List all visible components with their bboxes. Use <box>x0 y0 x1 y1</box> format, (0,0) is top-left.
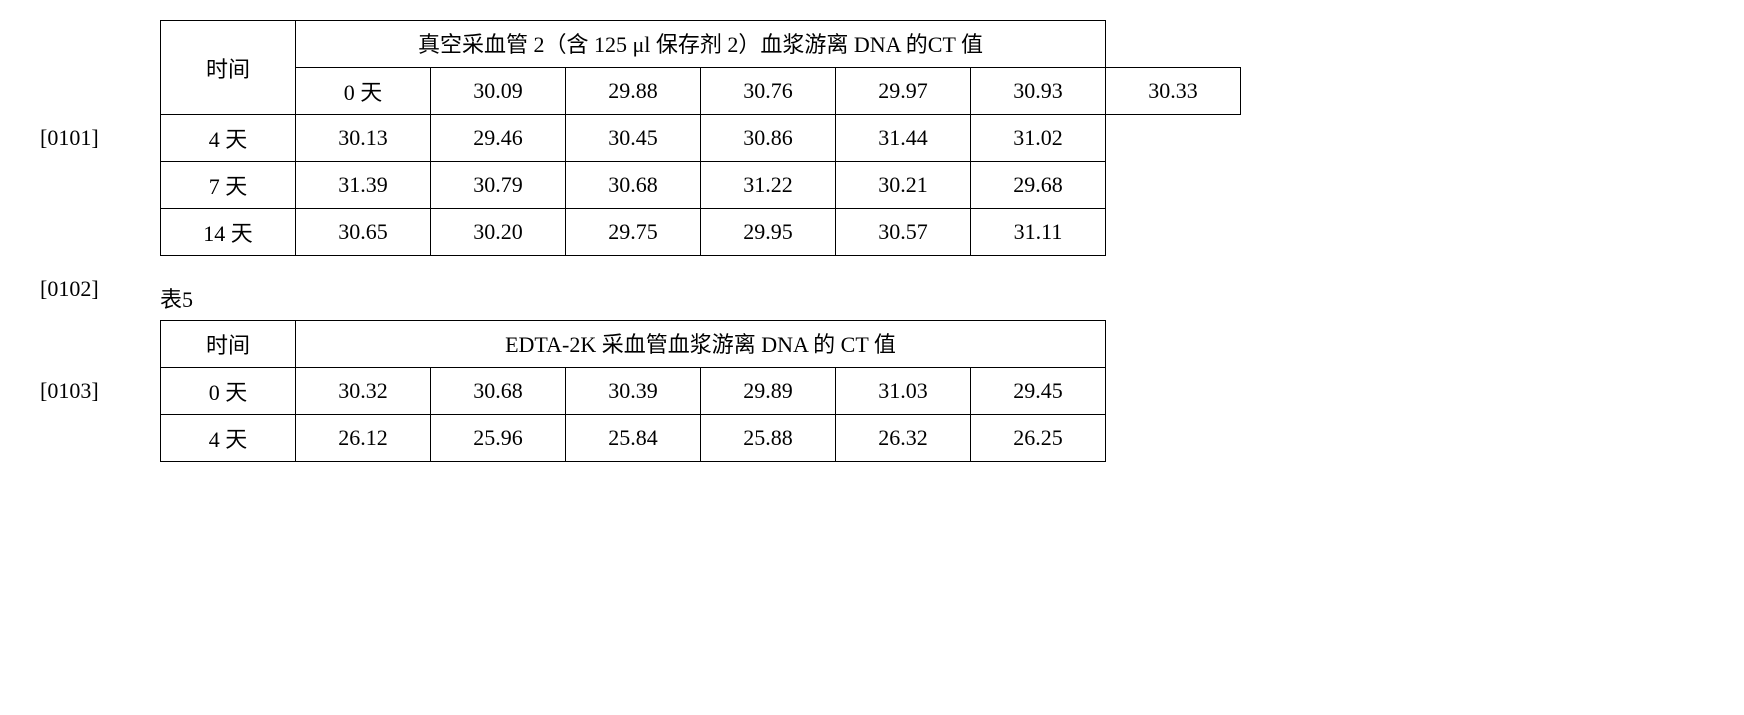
data-cell: 30.93 <box>971 68 1106 115</box>
table-1: 时间 真空采血管 2（含 125 μl 保存剂 2）血浆游离 DNA 的CT 值… <box>160 20 1241 256</box>
header-span-cell: 真空采血管 2（含 125 μl 保存剂 2）血浆游离 DNA 的CT 值 <box>296 21 1106 68</box>
data-cell: 30.86 <box>701 115 836 162</box>
paragraph-number-0101: [0101] <box>40 125 160 151</box>
time-cell: 4 天 <box>161 415 296 462</box>
data-cell: 30.68 <box>431 368 566 415</box>
data-cell: 30.79 <box>431 162 566 209</box>
data-cell: 30.32 <box>296 368 431 415</box>
paragraph-number-0102: [0102] <box>40 272 160 302</box>
table-row: 7 天 31.39 30.79 30.68 31.22 30.21 29.68 <box>161 162 1241 209</box>
time-cell: 4 天 <box>161 115 296 162</box>
data-cell: 30.20 <box>431 209 566 256</box>
data-cell: 29.88 <box>566 68 701 115</box>
table-2: 时间 EDTA-2K 采血管血浆游离 DNA 的 CT 值 0 天 30.32 … <box>160 320 1106 462</box>
paragraph-number-0103: [0103] <box>40 378 160 404</box>
table-row: 时间 真空采血管 2（含 125 μl 保存剂 2）血浆游离 DNA 的CT 值 <box>161 21 1241 68</box>
data-cell: 30.68 <box>566 162 701 209</box>
data-cell: 30.21 <box>836 162 971 209</box>
time-cell: 0 天 <box>296 68 431 115</box>
data-cell: 29.97 <box>836 68 971 115</box>
table-row: 14 天 30.65 30.20 29.75 29.95 30.57 31.11 <box>161 209 1241 256</box>
table-row: 4 天 26.12 25.96 25.84 25.88 26.32 26.25 <box>161 415 1106 462</box>
data-cell: 31.39 <box>296 162 431 209</box>
table-5-label: 表5 <box>160 272 1704 320</box>
table-row: 0 天 30.32 30.68 30.39 29.89 31.03 29.45 <box>161 368 1106 415</box>
data-cell: 30.45 <box>566 115 701 162</box>
data-cell: 31.11 <box>971 209 1106 256</box>
data-cell: 26.12 <box>296 415 431 462</box>
time-cell: 0 天 <box>161 368 296 415</box>
header-span-cell: EDTA-2K 采血管血浆游离 DNA 的 CT 值 <box>296 321 1106 368</box>
data-cell: 31.22 <box>701 162 836 209</box>
data-cell: 31.02 <box>971 115 1106 162</box>
time-cell: 7 天 <box>161 162 296 209</box>
data-cell: 30.57 <box>836 209 971 256</box>
header-time-cell: 时间 <box>161 321 296 368</box>
data-cell: 30.65 <box>296 209 431 256</box>
header-time-cell: 时间 <box>161 21 296 115</box>
data-cell: 26.25 <box>971 415 1106 462</box>
data-cell: 25.84 <box>566 415 701 462</box>
data-cell: 30.33 <box>1106 68 1241 115</box>
table-row: 时间 EDTA-2K 采血管血浆游离 DNA 的 CT 值 <box>161 321 1106 368</box>
table-row: 4 天 30.13 29.46 30.45 30.86 31.44 31.02 <box>161 115 1241 162</box>
data-cell: 29.75 <box>566 209 701 256</box>
data-cell: 29.45 <box>971 368 1106 415</box>
data-cell: 25.96 <box>431 415 566 462</box>
time-cell: 14 天 <box>161 209 296 256</box>
data-cell: 29.89 <box>701 368 836 415</box>
data-cell: 26.32 <box>836 415 971 462</box>
data-cell: 30.13 <box>296 115 431 162</box>
data-cell: 30.39 <box>566 368 701 415</box>
data-cell: 30.76 <box>701 68 836 115</box>
data-cell: 30.09 <box>431 68 566 115</box>
table-row: 0 天 30.09 29.88 30.76 29.97 30.93 30.33 <box>161 68 1241 115</box>
data-cell: 29.68 <box>971 162 1106 209</box>
data-cell: 31.44 <box>836 115 971 162</box>
data-cell: 29.46 <box>431 115 566 162</box>
data-cell: 29.95 <box>701 209 836 256</box>
data-cell: 25.88 <box>701 415 836 462</box>
data-cell: 31.03 <box>836 368 971 415</box>
